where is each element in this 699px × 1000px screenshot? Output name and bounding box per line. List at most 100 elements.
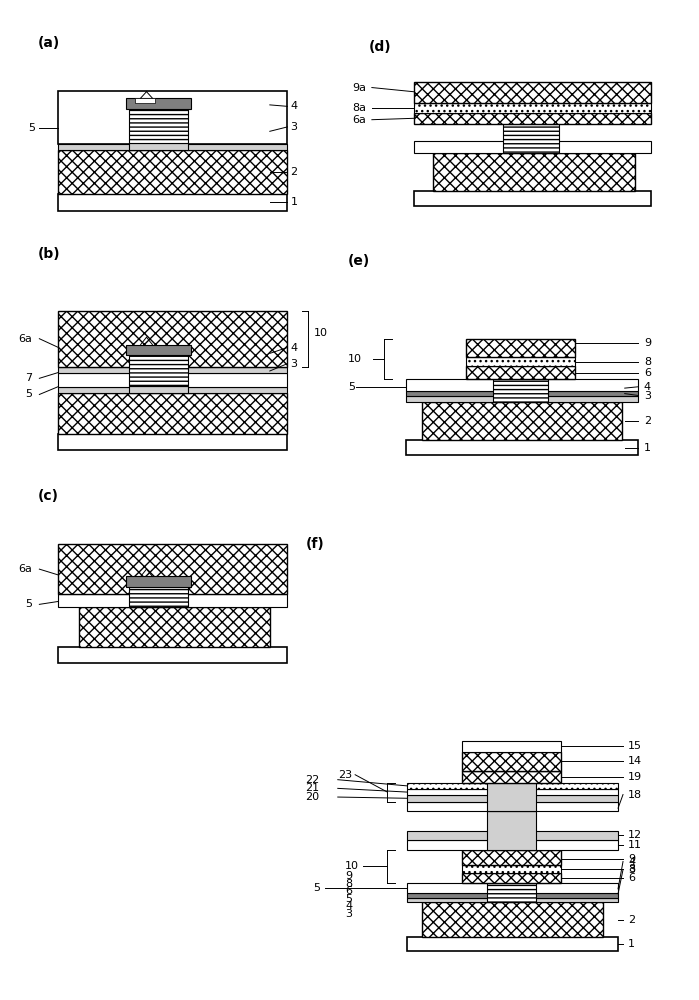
Text: 2: 2	[628, 915, 635, 925]
Bar	[414, 113, 651, 124]
Bar	[462, 873, 561, 883]
Bar	[59, 311, 287, 367]
Text: (d): (d)	[369, 40, 391, 54]
Text: (b): (b)	[38, 247, 61, 261]
Text: (c): (c)	[38, 489, 59, 503]
Bar	[405, 440, 638, 455]
Bar	[59, 387, 287, 393]
Text: 1: 1	[290, 197, 297, 207]
Text: 6: 6	[345, 886, 352, 896]
Bar	[408, 789, 618, 795]
Text: 5: 5	[348, 382, 355, 392]
Bar	[129, 109, 187, 143]
Bar	[126, 345, 191, 355]
Bar	[408, 831, 618, 840]
Text: 22: 22	[305, 775, 319, 785]
Bar	[408, 893, 618, 898]
Bar	[135, 98, 155, 103]
Bar	[414, 82, 651, 103]
Bar	[405, 391, 638, 396]
Bar	[59, 194, 287, 211]
Text: 3: 3	[628, 865, 635, 875]
Bar	[422, 902, 603, 937]
Text: 5: 5	[345, 894, 352, 904]
Bar	[59, 434, 287, 450]
Text: 10: 10	[314, 328, 328, 338]
Text: 6: 6	[628, 873, 635, 883]
Bar	[129, 143, 187, 150]
Bar	[59, 144, 287, 150]
Text: 6a: 6a	[18, 564, 32, 574]
Bar	[487, 883, 536, 902]
Text: 8a: 8a	[352, 103, 366, 113]
Text: 14: 14	[628, 756, 642, 766]
Text: 1: 1	[644, 443, 651, 453]
Text: 6a: 6a	[352, 115, 366, 125]
Bar	[59, 150, 287, 194]
Bar	[129, 587, 187, 607]
Bar	[422, 402, 622, 440]
Text: 1: 1	[628, 939, 635, 949]
Bar	[408, 783, 618, 789]
Text: 5: 5	[28, 123, 35, 133]
Bar	[487, 811, 536, 850]
Text: 2: 2	[290, 167, 298, 177]
Bar	[59, 91, 287, 144]
Text: 4: 4	[345, 901, 352, 911]
Text: 12: 12	[628, 830, 642, 840]
Bar	[59, 594, 287, 607]
Text: 8: 8	[644, 357, 651, 367]
Text: 19: 19	[628, 772, 642, 782]
Bar	[466, 339, 575, 357]
Text: 6a: 6a	[18, 334, 32, 344]
Bar	[462, 850, 561, 865]
Text: 7: 7	[25, 373, 32, 383]
Bar	[405, 379, 638, 391]
Bar	[414, 103, 651, 113]
Bar	[79, 607, 270, 647]
Text: 9a: 9a	[352, 83, 366, 93]
Text: 3: 3	[290, 122, 297, 132]
Bar	[462, 771, 561, 783]
Text: 20: 20	[305, 792, 319, 802]
Text: 9: 9	[628, 854, 635, 864]
Bar	[126, 576, 191, 587]
Bar	[408, 898, 618, 902]
Text: 10: 10	[348, 354, 362, 364]
Text: 23: 23	[338, 770, 352, 780]
Bar	[466, 357, 575, 366]
Bar	[462, 741, 561, 752]
Text: 15: 15	[628, 741, 642, 751]
Text: 18: 18	[628, 790, 642, 800]
Bar	[503, 124, 559, 153]
Bar	[59, 393, 287, 434]
Bar	[129, 386, 187, 393]
Text: 2: 2	[644, 416, 651, 426]
Bar	[487, 783, 536, 811]
Text: (e): (e)	[348, 254, 370, 268]
Bar	[466, 366, 575, 379]
Text: 8: 8	[345, 879, 352, 889]
Text: 9: 9	[345, 871, 352, 881]
Text: 4: 4	[290, 101, 298, 111]
Text: (f): (f)	[305, 537, 324, 551]
Text: 5: 5	[25, 599, 32, 609]
Text: 5: 5	[313, 883, 320, 893]
Bar	[414, 141, 651, 153]
Bar	[462, 752, 561, 771]
Text: 4: 4	[290, 343, 298, 353]
Bar	[493, 379, 548, 402]
Text: 8: 8	[628, 864, 635, 874]
Text: 10: 10	[345, 861, 359, 871]
Bar	[462, 865, 561, 873]
Text: 6: 6	[644, 368, 651, 378]
Bar	[405, 396, 638, 402]
Bar	[59, 544, 287, 594]
Text: 4: 4	[644, 382, 651, 392]
Bar	[408, 883, 618, 893]
Bar	[59, 373, 287, 387]
Text: 4: 4	[628, 857, 635, 867]
Bar	[408, 802, 618, 811]
Bar	[408, 840, 618, 850]
Bar	[408, 937, 618, 951]
